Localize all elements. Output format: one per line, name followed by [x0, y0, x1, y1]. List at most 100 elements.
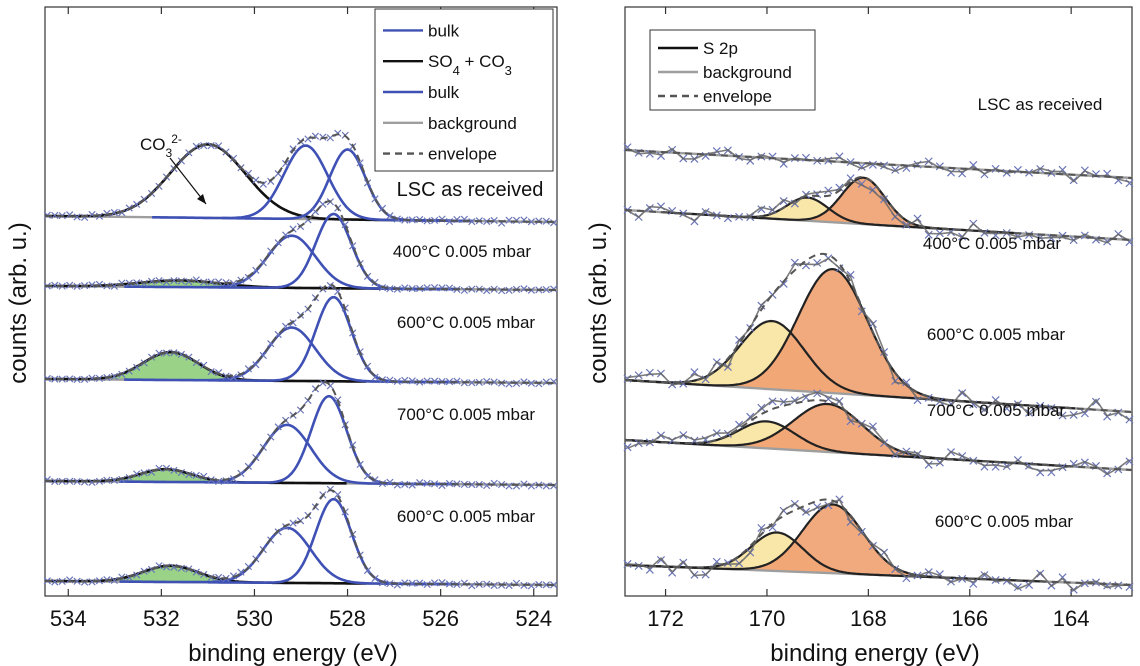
legend-box	[649, 29, 816, 111]
data-point	[542, 378, 550, 386]
spectrum-label: LSC as received	[397, 179, 544, 201]
data-point	[542, 581, 550, 589]
data-point	[445, 284, 454, 292]
data-point	[542, 482, 550, 490]
data-point	[73, 213, 81, 221]
data-points	[43, 281, 558, 388]
data-point	[468, 481, 476, 489]
data-point	[326, 281, 334, 290]
data-point	[88, 578, 96, 586]
peak-fill	[0, 352, 367, 382]
data-point	[341, 220, 349, 229]
spectrum: 600°C 0.005 mbar	[0, 281, 558, 388]
data-point	[460, 286, 468, 295]
data-point	[542, 285, 550, 294]
peak-component	[711, 176, 1014, 235]
spectrum-label: 600°C 0.005 mbar	[397, 507, 535, 526]
data-point	[913, 450, 922, 459]
data-point	[1080, 409, 1089, 418]
spectrum-label: 600°C 0.005 mbar	[927, 325, 1065, 344]
data-point	[542, 217, 550, 225]
data-point	[490, 378, 498, 386]
envelope-line	[45, 381, 557, 486]
data-point	[73, 477, 81, 486]
data-point	[110, 576, 118, 585]
data-point	[768, 397, 777, 406]
data-point	[483, 580, 491, 588]
data-point	[349, 441, 357, 449]
peak-component	[624, 503, 1045, 583]
data-point	[857, 162, 866, 171]
data-point	[801, 507, 811, 516]
x-tick-label: 532	[143, 606, 180, 631]
annotation-arrow	[169, 157, 207, 205]
data-point	[170, 466, 178, 475]
envelope-line	[624, 399, 1133, 471]
data-point	[790, 258, 799, 267]
data-point	[505, 286, 513, 294]
data-point	[386, 285, 394, 293]
data-point	[177, 350, 186, 359]
data-point	[356, 159, 364, 167]
data-points	[43, 198, 558, 295]
data-point	[483, 217, 491, 226]
data-point	[880, 195, 889, 204]
envelope-line	[624, 498, 1133, 586]
data-point	[550, 285, 558, 293]
data-point	[110, 476, 118, 485]
data-point	[423, 479, 431, 487]
data-point	[445, 580, 454, 588]
spectrum: 700°C 0.005 mbar	[569, 389, 1134, 478]
spectrum-label: 600°C 0.005 mbar	[397, 313, 535, 332]
data-point	[1013, 583, 1022, 592]
data-point	[868, 422, 877, 431]
peak-fill	[711, 177, 1016, 234]
data-point	[214, 573, 223, 581]
data-point	[656, 555, 666, 565]
data-point	[51, 578, 59, 586]
data-point	[779, 197, 788, 206]
data-point	[757, 523, 766, 532]
x-tick-label: 528	[329, 606, 366, 631]
annotation-arrowhead	[197, 194, 206, 204]
data-point	[497, 287, 506, 295]
data-point	[445, 378, 454, 386]
peak-fill	[0, 469, 348, 484]
data-point	[192, 471, 200, 479]
data-point	[1025, 408, 1034, 417]
x-tick-label: 164	[1053, 606, 1090, 631]
peak-fill	[663, 197, 952, 230]
data-point	[490, 216, 498, 225]
legend-label: envelope	[703, 87, 772, 106]
data-point	[386, 579, 394, 588]
data-point	[408, 377, 416, 385]
data-point	[924, 230, 933, 239]
data-point	[813, 389, 822, 398]
s2p-panel: counts (arb. u.) binding energy (eV) 172…	[543, 6, 1134, 666]
envelope-line	[45, 200, 557, 291]
data-point	[88, 281, 96, 289]
data-point	[363, 566, 372, 575]
legend-box	[374, 8, 554, 172]
data-point	[1069, 176, 1078, 185]
data-point	[110, 282, 118, 290]
data-point	[334, 490, 342, 499]
data-point	[1002, 462, 1011, 471]
data-point	[51, 477, 59, 486]
data-point	[252, 361, 260, 369]
data-point	[207, 573, 215, 582]
right-x-axis-label: binding energy (eV)	[770, 640, 979, 666]
raw-trace	[627, 498, 1130, 592]
envelope-line	[45, 283, 557, 384]
data-point	[505, 581, 513, 590]
data-point	[430, 377, 439, 385]
legend-label: background	[428, 114, 517, 133]
data-point	[757, 205, 766, 214]
data-point	[110, 208, 118, 217]
data-point	[73, 375, 81, 384]
right-y-axis-label: counts (arb. u.)	[585, 222, 612, 383]
raw-trace	[627, 178, 1130, 244]
data-point	[401, 284, 409, 292]
data-point	[468, 379, 476, 387]
